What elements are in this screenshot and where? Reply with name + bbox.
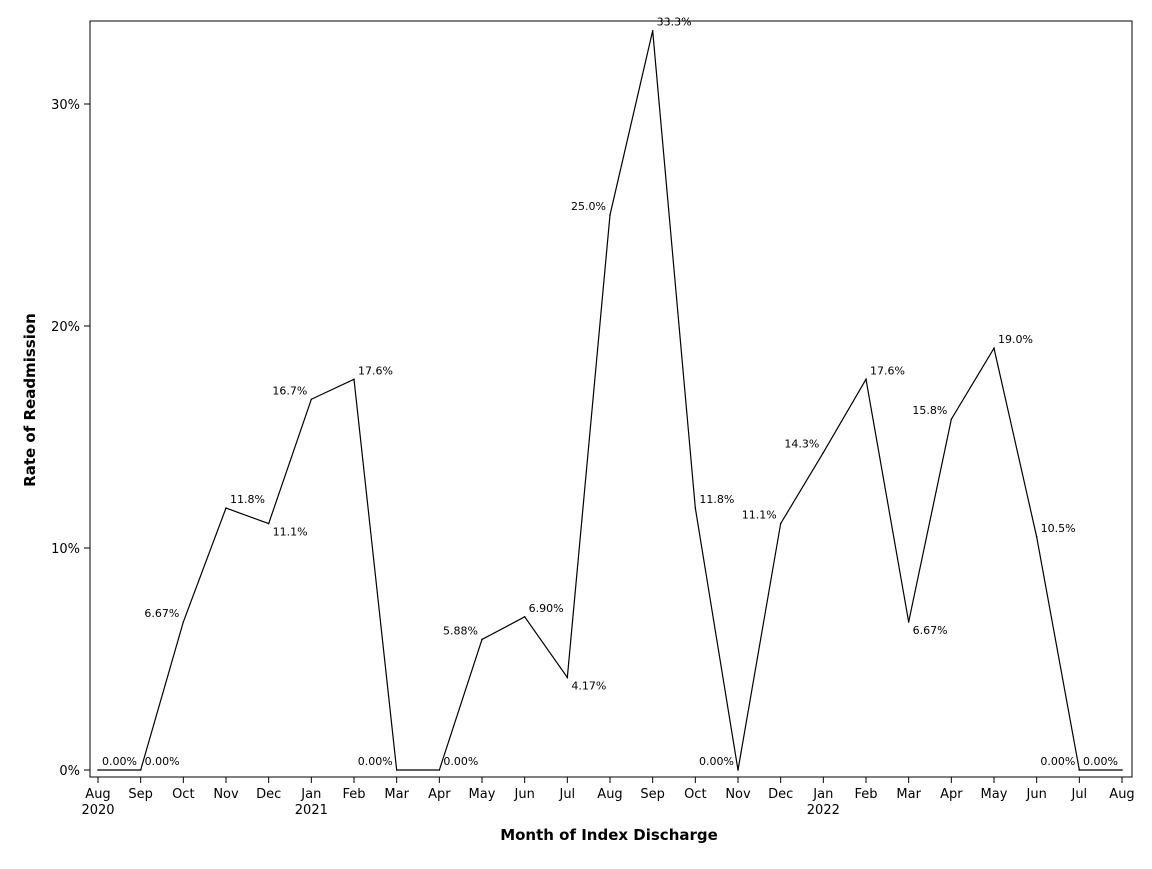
y-axis: 0% 10% 20% 30% [51,98,90,779]
data-label: 15.8% [912,404,947,417]
data-point [694,507,697,509]
x-tick-label: Jul [1070,787,1087,802]
data-point [865,378,867,381]
data-label: 0.00% [102,755,137,768]
data-label: 0.00% [1040,755,1075,768]
x-tick-label: Jan [812,787,833,802]
data-point [651,29,654,32]
y-tick-label: 10% [51,542,80,557]
data-label: 25.0% [571,200,606,213]
data-point [267,522,270,525]
x-tick-label: Dec [256,787,281,802]
x-tick-label: Aug [597,787,622,802]
data-label: 0.00% [358,755,393,768]
x-tick-label: Oct [684,787,706,802]
data-point [438,769,441,771]
data-point [950,418,953,421]
series-line [98,30,1122,771]
x-tick-label: Jul [558,787,575,802]
data-label: 11.1% [273,526,308,539]
data-point [907,621,910,623]
data-label: 6.67% [913,624,948,637]
data-label: 6.90% [529,602,564,615]
data-point [737,769,739,771]
plot-frame [89,20,1133,778]
data-label: 19.0% [998,333,1033,346]
series-layer [97,29,1123,771]
x-tick-label: Aug [85,787,110,802]
x-tick-label: Oct [172,787,194,802]
data-point [182,621,185,623]
data-point [1078,769,1081,771]
data-point [523,616,526,618]
y-tick-label: 0% [59,764,80,779]
data-label: 0.00% [1083,755,1118,768]
x-tick-year-label: 2022 [807,803,840,818]
data-point [1121,769,1123,771]
data-point [481,638,483,641]
x-tick-label: Mar [384,787,409,802]
data-label: 11.1% [742,509,777,522]
data-label: 17.6% [358,364,393,377]
data-label: 11.8% [699,493,734,506]
data-label: 5.88% [443,624,478,637]
x-tick-label: Nov [213,787,239,802]
data-label-layer: 0.00% 0.00% 6.67% 11.8% 11.1% 16.7% 17.6% 0.00%… [102,16,1118,768]
x-tick-label: Feb [854,787,877,802]
data-label: 14.3% [784,438,819,451]
x-tick-label: Mar [896,787,921,802]
x-tick-label: Aug [1109,787,1134,802]
data-point [993,347,995,350]
x-tick-label: Jan [300,787,321,802]
data-label: 0.00% [145,755,180,768]
y-axis-title: Rate of Readmission [21,313,39,487]
data-point [310,398,313,401]
x-tick-label: Apr [428,787,451,802]
x-tick-label: Sep [128,787,153,802]
y-tick-label: 30% [51,98,80,113]
data-point [97,769,99,771]
data-point [139,769,142,771]
x-tick-year-label: 2020 [81,803,114,818]
x-tick-label: May [469,787,496,802]
data-label: 0.00% [443,755,478,768]
x-tick-label: Nov [725,787,751,802]
data-point [822,451,825,454]
x-tick-label: Dec [768,787,793,802]
data-label: 6.67% [144,607,179,620]
x-tick-label: Apr [940,787,963,802]
x-tick-label: Jun [514,787,535,802]
x-tick-label: May [981,787,1008,802]
x-tick-label: Jun [1026,787,1047,802]
data-point [353,378,355,381]
data-label: 0.00% [699,755,734,768]
data-point [395,769,398,771]
data-point [566,676,569,679]
y-tick-label: 20% [51,320,80,335]
data-point [1035,536,1038,538]
x-tick-label: Feb [342,787,365,802]
data-point [779,522,782,525]
data-point [609,214,611,216]
data-label: 17.6% [870,364,905,377]
data-label: 11.8% [230,493,265,506]
data-label: 16.7% [272,384,307,397]
data-label: 33.3% [657,16,692,29]
x-tick-label: Sep [640,787,665,802]
x-axis-title: Month of Index Discharge [500,826,718,844]
data-label: 10.5% [1041,522,1076,535]
data-point [225,507,227,509]
x-tick-year-label: 2021 [295,803,328,818]
data-label: 4.17% [571,679,606,692]
